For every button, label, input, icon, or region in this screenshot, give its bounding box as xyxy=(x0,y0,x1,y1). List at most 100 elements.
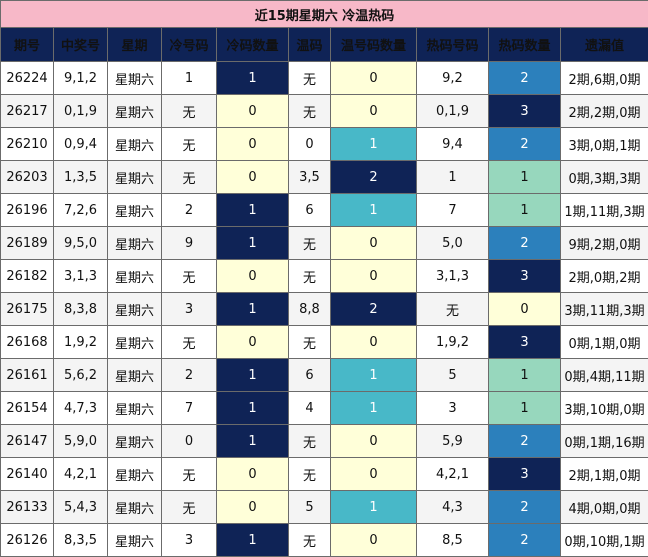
warm-number-cell: 无 xyxy=(288,457,331,491)
table-row: 26210 0,9,4 星期六无 0 0 1 9,4 2 3期,0期,1期 xyxy=(0,127,648,161)
cold-count-cell: 1 xyxy=(216,358,289,392)
cold-count-cell: 1 xyxy=(216,424,289,458)
warm-number-cell: 无 xyxy=(288,424,331,458)
cold-number-cell: 0 xyxy=(161,424,217,458)
draw-numbers-cell: 7,2,6 xyxy=(53,193,108,227)
hot-count-cell: 2 xyxy=(488,61,561,95)
table-row: 26140 4,2,1 星期六无 0 无 0 4,2,1 3 2期,1期,0期 xyxy=(0,457,648,491)
cold-count-cell: 1 xyxy=(216,193,289,227)
period-cell: 26196 xyxy=(0,193,54,227)
weekday-cell: 星期六 xyxy=(107,292,162,326)
draw-numbers-cell: 0,9,4 xyxy=(53,127,108,161)
cold-number-cell: 无 xyxy=(161,259,217,293)
weekday-cell: 星期六 xyxy=(107,523,162,557)
period-cell: 26189 xyxy=(0,226,54,260)
warm-count-cell: 0 xyxy=(330,61,417,95)
table-body: 26224 9,1,2 星期六 1 1 无 0 9,2 2 2期,6期,0期 26217 0,1,9 星… xyxy=(0,61,648,557)
cold-count-cell: 0 xyxy=(216,457,289,491)
warm-number-cell: 6 xyxy=(288,193,331,227)
period-cell: 26224 xyxy=(0,61,54,95)
cold-count-cell: 1 xyxy=(216,61,289,95)
weekday-cell: 星期六 xyxy=(107,490,162,524)
warm-number-cell: 无 xyxy=(288,259,331,293)
warm-count-cell: 0 xyxy=(330,259,417,293)
draw-numbers-cell: 1,9,2 xyxy=(53,325,108,359)
hot-number-cell: 4,3 xyxy=(416,490,489,524)
omission-cell: 2期,2期,0期 xyxy=(560,94,648,128)
weekday-cell: 星期六 xyxy=(107,160,162,194)
hot-count-cell: 1 xyxy=(488,391,561,425)
warm-count-cell: 2 xyxy=(330,160,417,194)
cold-count-cell: 0 xyxy=(216,160,289,194)
header-cold-count: 冷码数量 xyxy=(216,27,289,62)
cold-number-cell: 无 xyxy=(161,127,217,161)
weekday-cell: 星期六 xyxy=(107,391,162,425)
weekday-cell: 星期六 xyxy=(107,94,162,128)
table-title: 近15期星期六 冷温热码 xyxy=(0,0,648,28)
warm-count-cell: 0 xyxy=(330,523,417,557)
hot-count-cell: 2 xyxy=(488,424,561,458)
table-row: 26168 1,9,2 星期六无 0 无 0 1,9,2 3 0期,1期,0期 xyxy=(0,325,648,359)
hot-count-cell: 3 xyxy=(488,259,561,293)
table-row: 26217 0,1,9 星期六无 0 无 0 0,1,9 3 2期,2期,0期 xyxy=(0,94,648,128)
header-hot-count: 热码数量 xyxy=(488,27,561,62)
weekday-cell: 星期六 xyxy=(107,259,162,293)
draw-numbers-cell: 5,6,2 xyxy=(53,358,108,392)
warm-count-cell: 1 xyxy=(330,127,417,161)
omission-cell: 4期,0期,0期 xyxy=(560,490,648,524)
column-header-row: 期号 中奖号 星期 冷号码 冷码数量 温码 温号码数量 热码号码 热码数量 遗漏… xyxy=(0,27,648,62)
draw-numbers-cell: 4,2,1 xyxy=(53,457,108,491)
cold-number-cell: 2 xyxy=(161,358,217,392)
hot-count-cell: 2 xyxy=(488,226,561,260)
header-cold-number: 冷号码 xyxy=(161,27,217,62)
warm-count-cell: 1 xyxy=(330,193,417,227)
omission-cell: 2期,0期,2期 xyxy=(560,259,648,293)
warm-number-cell: 6 xyxy=(288,358,331,392)
cold-number-cell: 7 xyxy=(161,391,217,425)
table-row: 26175 8,3,8 星期六 3 1 8,8 2 无 0 3期,11期,3期 xyxy=(0,292,648,326)
table-row: 26133 5,4,3 星期六无 0 5 1 4,3 2 4期,0期,0期 xyxy=(0,490,648,524)
period-cell: 26210 xyxy=(0,127,54,161)
cold-number-cell: 1 xyxy=(161,61,217,95)
draw-numbers-cell: 5,9,0 xyxy=(53,424,108,458)
period-cell: 26133 xyxy=(0,490,54,524)
table-row: 26189 9,5,0 星期六 9 1 无 0 5,0 2 9期,2期,0期 xyxy=(0,226,648,260)
table-row: 26161 5,6,2 星期六 2 1 6 1 5 1 0期,4期,11期 xyxy=(0,358,648,392)
hot-number-cell: 5,0 xyxy=(416,226,489,260)
hot-number-cell: 5,9 xyxy=(416,424,489,458)
weekday-cell: 星期六 xyxy=(107,358,162,392)
draw-numbers-cell: 9,1,2 xyxy=(53,61,108,95)
warm-number-cell: 8,8 xyxy=(288,292,331,326)
period-cell: 26147 xyxy=(0,424,54,458)
warm-count-cell: 1 xyxy=(330,358,417,392)
period-cell: 26175 xyxy=(0,292,54,326)
warm-count-cell: 0 xyxy=(330,457,417,491)
period-cell: 26182 xyxy=(0,259,54,293)
omission-cell: 9期,2期,0期 xyxy=(560,226,648,260)
hot-number-cell: 7 xyxy=(416,193,489,227)
hot-count-cell: 1 xyxy=(488,160,561,194)
table-row: 26182 3,1,3 星期六无 0 无 0 3,1,3 3 2期,0期,2期 xyxy=(0,259,648,293)
cold-number-cell: 3 xyxy=(161,523,217,557)
weekday-cell: 星期六 xyxy=(107,193,162,227)
draw-numbers-cell: 1,3,5 xyxy=(53,160,108,194)
warm-number-cell: 无 xyxy=(288,226,331,260)
warm-number-cell: 3,5 xyxy=(288,160,331,194)
omission-cell: 2期,6期,0期 xyxy=(560,61,648,95)
warm-number-cell: 4 xyxy=(288,391,331,425)
omission-cell: 2期,1期,0期 xyxy=(560,457,648,491)
warm-number-cell: 5 xyxy=(288,490,331,524)
hot-number-cell: 3 xyxy=(416,391,489,425)
hot-number-cell: 1 xyxy=(416,160,489,194)
warm-number-cell: 无 xyxy=(288,523,331,557)
period-cell: 26203 xyxy=(0,160,54,194)
hot-number-cell: 0,1,9 xyxy=(416,94,489,128)
warm-number-cell: 无 xyxy=(288,94,331,128)
period-cell: 26217 xyxy=(0,94,54,128)
cold-number-cell: 9 xyxy=(161,226,217,260)
hot-count-cell: 3 xyxy=(488,457,561,491)
cold-count-cell: 1 xyxy=(216,226,289,260)
weekday-cell: 星期六 xyxy=(107,226,162,260)
cold-number-cell: 无 xyxy=(161,325,217,359)
